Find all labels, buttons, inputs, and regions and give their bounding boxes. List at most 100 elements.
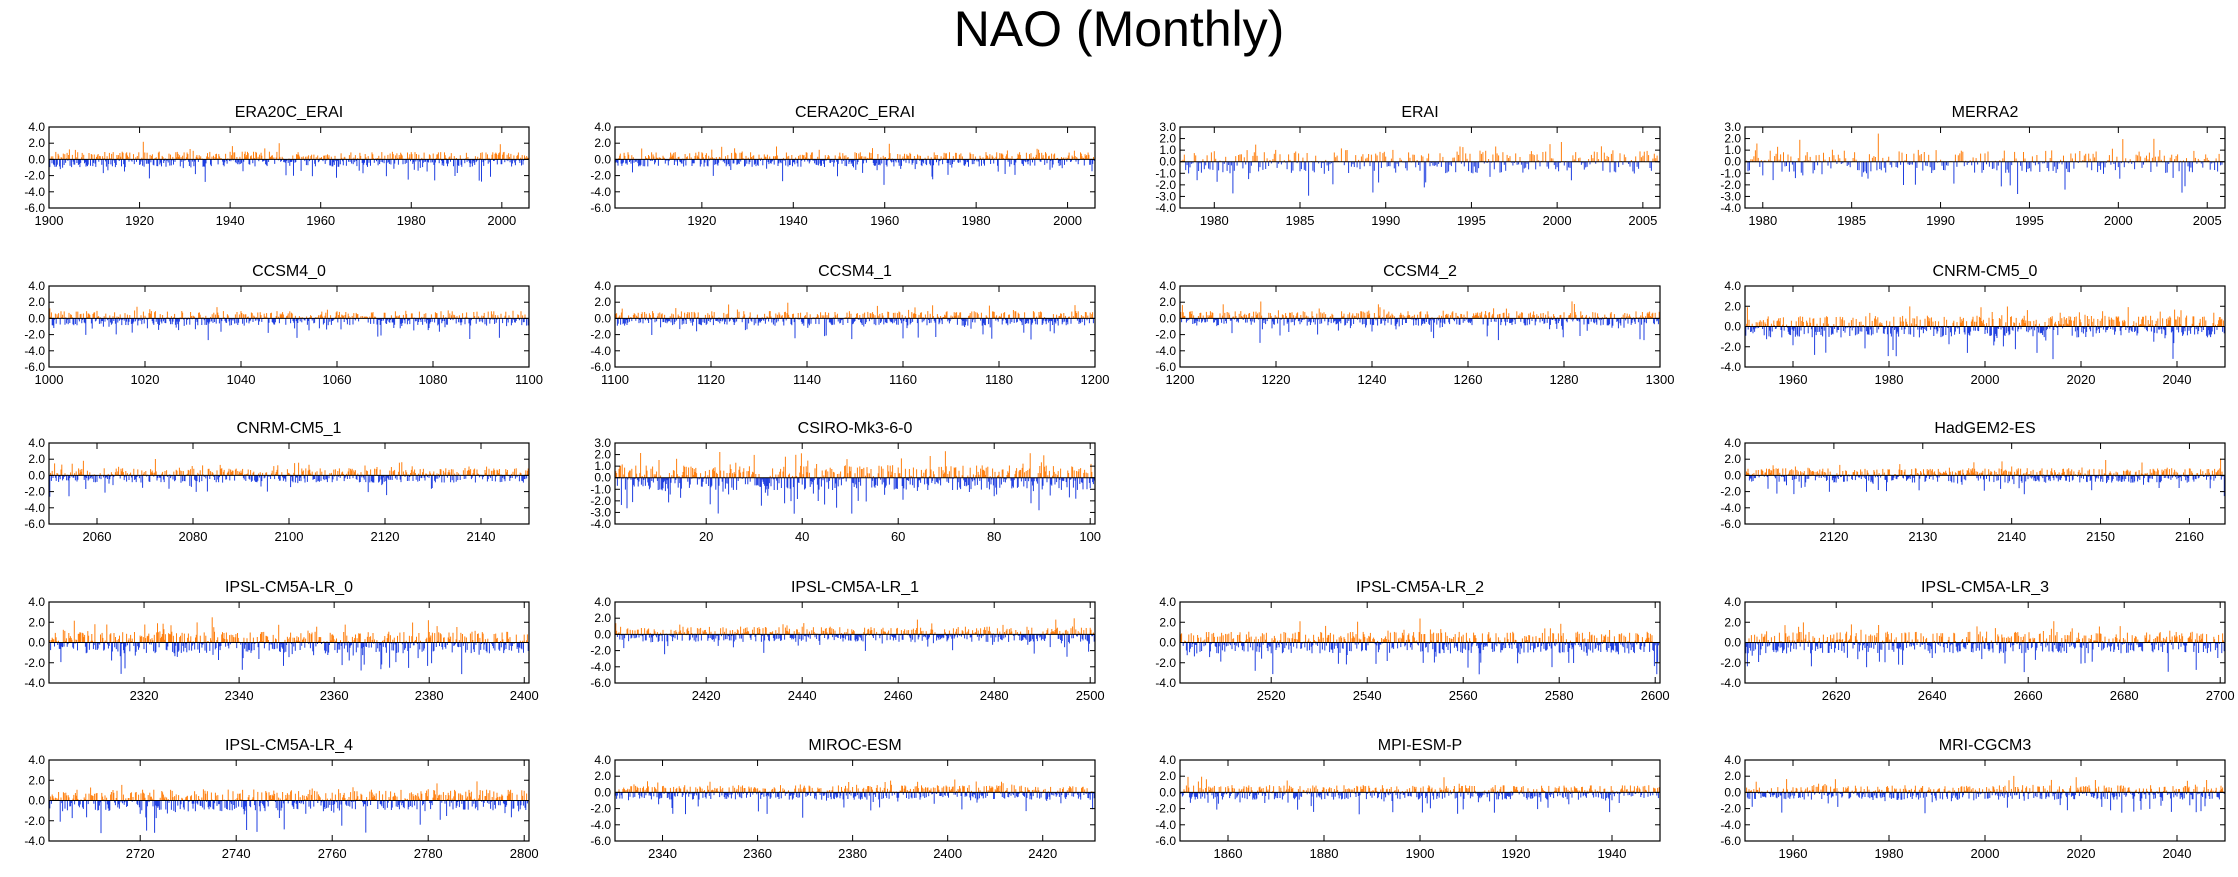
series-bars <box>1179 301 1660 343</box>
y-tick-label: 0.0 <box>1724 320 1741 334</box>
y-tick-label: 0.0 <box>594 152 611 166</box>
y-tick-label: -6.0 <box>24 201 45 215</box>
y-tick-label: 0.0 <box>28 152 45 166</box>
x-tick-label: 1300 <box>1646 372 1675 387</box>
x-tick-label: 1995 <box>1457 213 1486 228</box>
x-tick-label: 1100 <box>601 372 629 387</box>
plot-frame <box>1179 126 1661 209</box>
x-tick-label: 1000 <box>35 372 64 387</box>
panel-title: CNRM-CM5_1 <box>237 420 342 437</box>
x-tick-label: 2000 <box>1053 213 1082 228</box>
panel-title: ERA20C_ERAI <box>235 104 344 121</box>
x-tick-label: 1995 <box>2015 213 2044 228</box>
x-tick-label: 1920 <box>125 213 154 228</box>
x-tick-label: 2000 <box>2104 213 2133 228</box>
series-bars <box>48 459 529 497</box>
x-tick-label: 1260 <box>1454 372 1483 387</box>
y-tick-label: 0.0 <box>28 311 45 325</box>
plot-frame <box>48 285 530 368</box>
panel-title: CCSM4_1 <box>818 263 892 280</box>
y-tick-label: 2.0 <box>28 136 45 150</box>
nao-panel: CCSM4_0 -6.0 -4.0 -2.0 0.0 2.0 4.0 1000 1020 1040… <box>24 263 543 387</box>
panel-title: CNRM-CM5_0 <box>1933 263 2038 280</box>
x-tick-label: 2040 <box>2163 372 2192 387</box>
x-tick-label: 1200 <box>1081 372 1110 387</box>
x-tick-label: 1960 <box>870 213 899 228</box>
x-tick-label: 1960 <box>306 213 335 228</box>
x-tick-label: 1120 <box>697 372 725 387</box>
series-bars <box>48 306 529 341</box>
x-tick-label: 1100 <box>515 372 543 387</box>
y-tick-label: -4.0 <box>590 185 611 199</box>
y-tick-label: 1.0 <box>1724 143 1741 157</box>
y-tick-label: 3.0 <box>1724 120 1741 134</box>
y-tick-label: 4.0 <box>1159 279 1176 293</box>
x-tick-label: 1920 <box>687 213 716 228</box>
x-tick-label: 2020 <box>2067 372 2096 387</box>
x-tick-label: 1985 <box>1286 213 1315 228</box>
nao-panel: CERA20C_ERAI -6.0 -4.0 -2.0 0.0 2.0 4.0 1920 194… <box>590 104 1096 228</box>
plot-frame <box>614 126 1096 209</box>
x-tick-label: 1280 <box>1550 372 1579 387</box>
nao-panel: MERRA2 -4.0-3.0-2.0-1.00.01.02.03.0 1980 19… <box>1720 104 2226 228</box>
x-tick-label: 1020 <box>131 372 160 387</box>
y-tick-label: 2.0 <box>1724 132 1741 146</box>
y-tick-label: 0.0 <box>1159 311 1176 325</box>
y-tick-label: 2.0 <box>594 295 611 309</box>
x-tick-label: 1980 <box>1200 213 1229 228</box>
x-tick-label: 1980 <box>397 213 426 228</box>
y-tick-label: -4.0 <box>1155 344 1176 358</box>
y-tick-label: 2.0 <box>1159 132 1176 146</box>
x-tick-label: 2000 <box>1971 372 2000 387</box>
plot-frame <box>1744 126 2226 209</box>
y-tick-label: -4.0 <box>1720 201 1741 215</box>
y-tick-label: -2.0 <box>590 328 611 342</box>
y-tick-label: -6.0 <box>590 360 611 374</box>
y-tick-label: -4.0 <box>24 344 45 358</box>
y-tick-label: 0.0 <box>594 311 611 325</box>
series-bars <box>48 141 529 182</box>
y-tick-label: -1.0 <box>1155 166 1176 180</box>
x-tick-label: 2000 <box>487 213 516 228</box>
y-tick-label: 0.0 <box>1159 155 1176 169</box>
x-tick-label: 2005 <box>2193 213 2222 228</box>
y-tick-label: -4.0 <box>590 344 611 358</box>
y-tick-label: 2.0 <box>1724 299 1741 313</box>
y-tick-label: 2.0 <box>594 136 611 150</box>
nao-panel: CCSM4_2 -6.0 -4.0 -2.0 0.0 2.0 4.0 1200 1220 1240… <box>1155 263 1674 387</box>
series-bars <box>614 143 1095 185</box>
y-tick-label: -4.0 <box>24 185 45 199</box>
x-tick-label: 1990 <box>1926 213 1955 228</box>
plot-frame <box>1179 285 1661 368</box>
x-tick-label: 1980 <box>1748 213 1777 228</box>
panel-title: MERRA2 <box>1952 104 2019 121</box>
x-tick-label: 1960 <box>1779 372 1808 387</box>
series-bars <box>614 302 1095 340</box>
y-tick-label: -2.0 <box>24 169 45 183</box>
x-tick-label: 1980 <box>1875 372 1904 387</box>
x-tick-label: 1985 <box>1837 213 1866 228</box>
nao-panel: CCSM4_1 -6.0 -4.0 -2.0 0.0 2.0 4.0 1100 1120 1140… <box>590 263 1109 387</box>
y-tick-label: -2.0 <box>24 328 45 342</box>
page-title: NAO (Monthly) <box>953 1 1285 57</box>
x-tick-label: 1240 <box>1358 372 1387 387</box>
x-tick-label: 1990 <box>1371 213 1400 228</box>
y-tick-label: -2.0 <box>1155 328 1176 342</box>
x-tick-label: 2005 <box>1628 213 1657 228</box>
x-tick-label: 1940 <box>216 213 245 228</box>
y-tick-label: 4.0 <box>594 279 611 293</box>
y-tick-label: 4.0 <box>594 120 611 134</box>
y-tick-label: -2.0 <box>590 169 611 183</box>
series-bars <box>1179 142 1660 196</box>
plot-frame <box>614 285 1096 368</box>
series-bars <box>1744 133 2224 194</box>
series-bars <box>1744 306 2225 360</box>
x-tick-label: 1160 <box>889 372 917 387</box>
nao-panel: ERAI -4.0-3.0-2.0-1.00.01.02.03.0 1980 1985… <box>1155 104 1661 228</box>
x-tick-label: 1140 <box>793 372 821 387</box>
x-tick-label: 1220 <box>1262 372 1291 387</box>
y-tick-label: 0.0 <box>1724 155 1741 169</box>
x-tick-label: 1940 <box>779 213 808 228</box>
y-tick-label: 4.0 <box>28 279 45 293</box>
x-tick-label: 1040 <box>227 372 256 387</box>
